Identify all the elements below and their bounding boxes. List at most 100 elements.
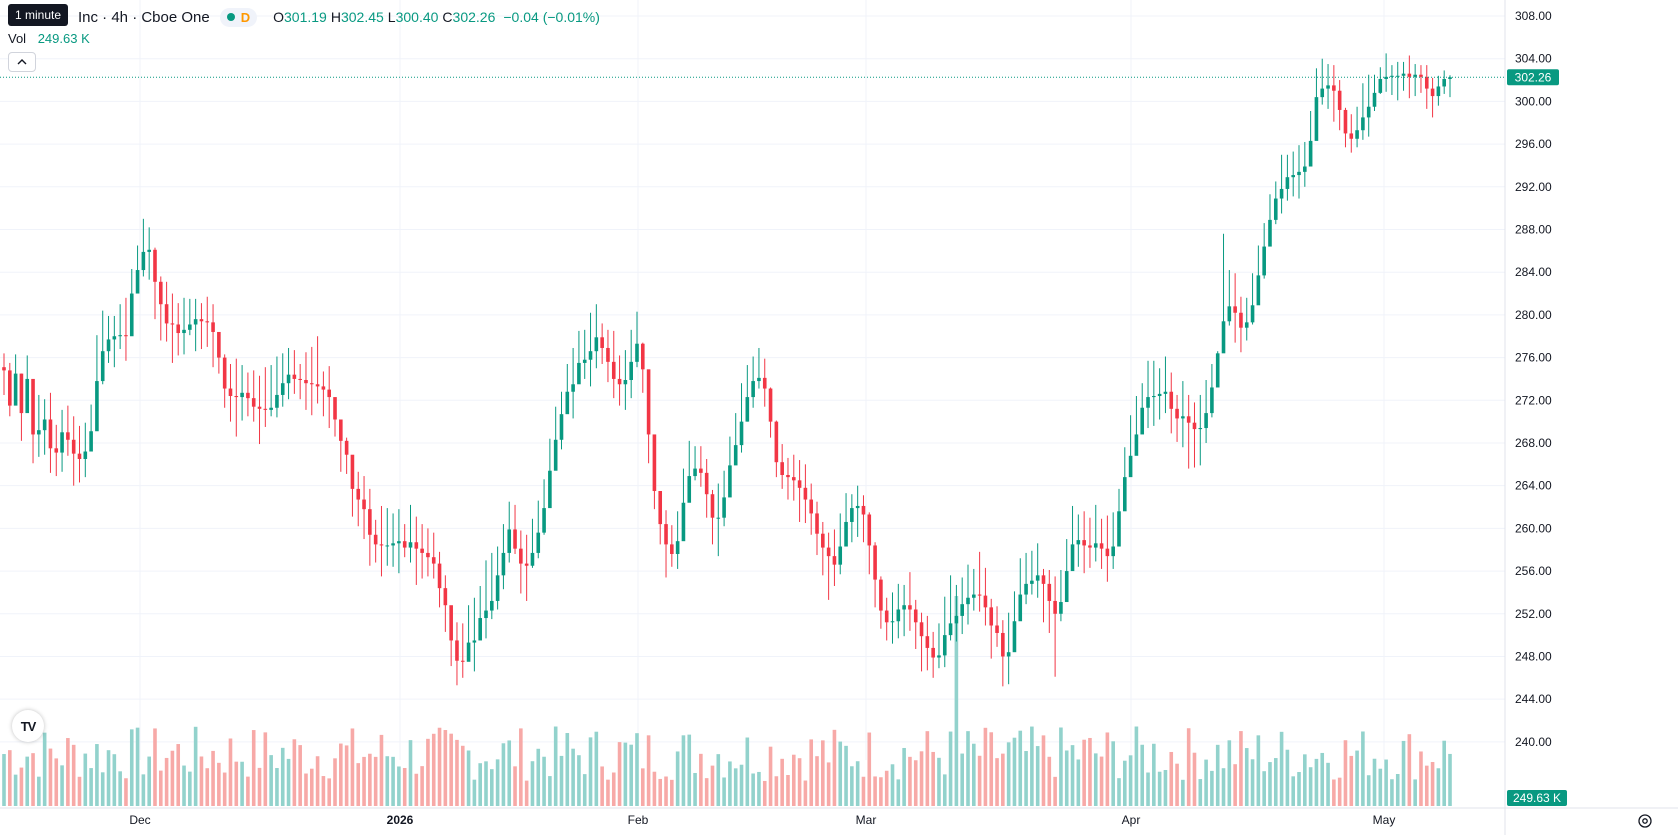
- candle-body: [530, 552, 535, 566]
- candle-body: [1448, 77, 1452, 79]
- candle-body: [66, 432, 70, 440]
- candle-body: [739, 421, 744, 446]
- candle-body: [954, 615, 959, 624]
- candle-body: [339, 419, 343, 441]
- volume-bar: [217, 762, 221, 806]
- volume-bar: [356, 763, 361, 806]
- candle-body: [466, 642, 471, 662]
- volume-axis-text: 249.63 K: [1513, 791, 1561, 805]
- volume-bar: [815, 756, 819, 806]
- candle-body: [1001, 632, 1005, 657]
- volume-bar: [623, 742, 628, 806]
- volume-axis-badge: [1507, 790, 1567, 806]
- candle-body: [362, 499, 366, 510]
- volume-bar: [1366, 775, 1371, 806]
- candle-body: [1076, 540, 1081, 545]
- volume-bar: [1390, 779, 1394, 806]
- volume-bar: [158, 770, 163, 806]
- candle-body: [600, 337, 604, 348]
- volume-bar: [791, 754, 796, 806]
- candle-body: [565, 391, 570, 415]
- candle-body: [135, 270, 140, 294]
- candle-body: [1035, 575, 1040, 581]
- candle-body: [675, 541, 680, 554]
- volume-bar: [844, 745, 848, 806]
- volume-bar: [1012, 737, 1017, 806]
- volume-bar: [66, 738, 70, 806]
- candle-body: [222, 357, 227, 389]
- candle-body: [333, 397, 337, 420]
- volume-bar: [931, 751, 935, 806]
- candle-body: [83, 451, 88, 459]
- volume-bar: [333, 758, 337, 806]
- volume-bar: [1053, 776, 1057, 806]
- volume-bar: [1361, 731, 1365, 806]
- candle-body: [397, 541, 401, 544]
- gear-icon[interactable]: [1636, 812, 1654, 830]
- candle-body: [913, 609, 918, 623]
- volume-bar: [1395, 774, 1400, 806]
- volume-bar: [1221, 768, 1226, 806]
- tradingview-logo[interactable]: TV: [12, 710, 44, 742]
- collapse-legend-button[interactable]: [8, 52, 36, 72]
- candle-body: [153, 249, 157, 282]
- time-tick-label: Apr: [1122, 813, 1141, 827]
- volume-bar: [8, 750, 12, 806]
- price-tick-label: 300.00: [1515, 94, 1552, 108]
- price-tick-label: 288.00: [1515, 222, 1552, 236]
- market-status-pill[interactable]: D: [219, 7, 258, 27]
- volume-bar: [908, 756, 912, 806]
- volume-bar: [617, 742, 622, 806]
- volume-bar: [884, 770, 889, 806]
- volume-bar: [989, 732, 994, 806]
- volume-bar: [913, 760, 918, 806]
- candle-body: [1122, 477, 1127, 512]
- volume-bar: [600, 766, 604, 806]
- volume-bar: [280, 747, 285, 806]
- volume-bar: [42, 732, 47, 806]
- volume-bar: [286, 758, 291, 806]
- candle-body: [176, 324, 181, 334]
- candle-body: [1244, 322, 1249, 328]
- candle-body: [1111, 546, 1115, 557]
- candle-body: [77, 453, 82, 459]
- candle-body: [373, 534, 378, 545]
- volume-bar: [890, 764, 895, 806]
- candle-body: [1413, 74, 1417, 77]
- volume-bar: [519, 728, 523, 806]
- volume-bar: [768, 746, 773, 806]
- symbol-title[interactable]: Inc · 4h · Cboe One: [78, 8, 210, 26]
- volume-bar: [100, 772, 105, 806]
- candle-body: [1384, 76, 1388, 79]
- volume-bar: [1227, 740, 1232, 806]
- candle-body: [1099, 543, 1104, 549]
- candle-body: [106, 339, 111, 352]
- volume-bar: [478, 763, 482, 806]
- candle-body: [292, 374, 297, 379]
- price-tick-label: 276.00: [1515, 351, 1552, 365]
- volume-bar: [292, 739, 297, 806]
- candle-body: [275, 394, 279, 408]
- candle-body: [484, 610, 488, 619]
- candle-body: [780, 462, 784, 475]
- candle-body: [762, 377, 767, 389]
- volume-bar: [490, 769, 494, 806]
- volume-bar: [472, 779, 477, 806]
- volume-bar: [513, 766, 517, 806]
- candle-body: [1332, 85, 1336, 91]
- candle-body: [1233, 306, 1237, 313]
- volume-bar: [1303, 754, 1307, 806]
- volume-bar: [222, 772, 227, 806]
- candle-body: [217, 331, 221, 358]
- volume-bar: [1279, 731, 1284, 806]
- volume-bar: [1442, 740, 1446, 806]
- volume-label: Vol: [8, 31, 27, 46]
- candle-body: [652, 434, 657, 492]
- candle-body: [1279, 188, 1284, 199]
- candle-body: [501, 552, 506, 576]
- candle-body: [553, 439, 558, 471]
- volume-bar: [1320, 752, 1325, 806]
- volume-bar: [449, 733, 453, 806]
- candle-body: [408, 542, 413, 548]
